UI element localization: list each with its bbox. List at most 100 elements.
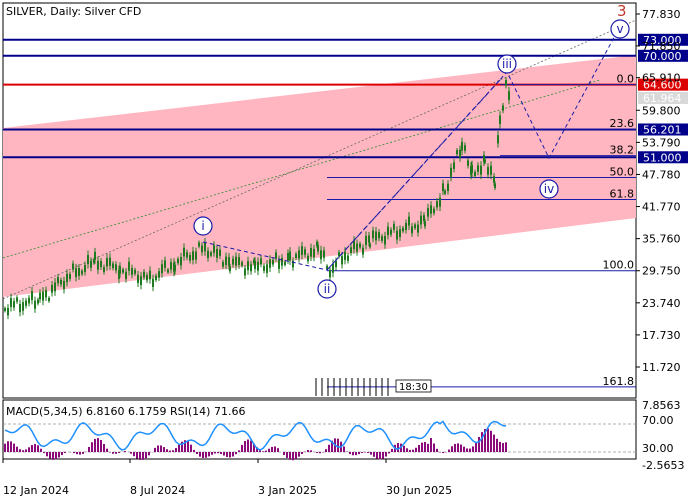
candle-body [109, 257, 111, 266]
wave-label-iv: iv [544, 182, 554, 196]
candle-body [25, 300, 27, 306]
trend-line-upper [2, 19, 637, 300]
level-tag-resistance-70 [638, 49, 688, 62]
candle-body [405, 222, 407, 231]
candle-body [195, 251, 197, 260]
candle-body [338, 252, 340, 257]
candle-body [28, 297, 30, 304]
candle-body [118, 269, 120, 279]
candle-body [125, 271, 127, 280]
candle-body [158, 271, 160, 278]
candle-body [72, 263, 74, 270]
candle-body [490, 165, 492, 175]
candle-body [347, 255, 349, 261]
candle-body [266, 264, 268, 273]
candle-body [313, 248, 315, 258]
level-tag-support-51 [638, 151, 688, 164]
candle-body [177, 258, 179, 264]
candle-body [228, 257, 230, 266]
candle-body [467, 160, 469, 166]
fib-label-23.6: 23.6 [610, 117, 635, 130]
candle-body [149, 270, 151, 280]
candle-body [287, 252, 289, 261]
indicator-axis-label: 70.00 [642, 414, 674, 427]
time-axis-label: 3 Jan 2025 [258, 484, 317, 497]
candle-body [189, 255, 191, 261]
candle-body [134, 269, 136, 274]
candle-body [122, 269, 124, 273]
candle-body [323, 250, 325, 258]
pink-channel [3, 55, 636, 297]
candle-body [106, 257, 108, 267]
candle-body [161, 264, 163, 274]
candle-body [201, 245, 203, 253]
candle-body [97, 260, 99, 270]
candle-body [427, 208, 429, 217]
candle-body [356, 243, 358, 252]
current-price-tag [638, 92, 688, 104]
candle-body [119, 266, 121, 274]
wave-marker-iv [539, 179, 559, 199]
candle-body [402, 227, 404, 232]
level-tag-resistance-73 [638, 33, 688, 46]
candle-body [292, 260, 294, 268]
candle-body [241, 262, 243, 266]
candle-body [257, 261, 259, 271]
candle-body [244, 268, 246, 276]
candle-body [216, 248, 218, 258]
level-tag-label: 70.000 [643, 50, 682, 63]
candle-body [396, 230, 398, 240]
candle-body [22, 302, 24, 311]
candle-body [204, 242, 206, 252]
candle-body [464, 145, 466, 151]
candle-body [164, 260, 166, 268]
candle-body [310, 247, 312, 257]
candle-body [399, 229, 401, 238]
candle-body [284, 261, 286, 265]
candle-body [16, 297, 18, 302]
price-tick-label: 23.740 [642, 297, 681, 310]
candle-body [502, 105, 504, 111]
price-tick-label: 59.800 [642, 104, 681, 117]
candle-body [341, 256, 343, 265]
candle-body [137, 274, 139, 283]
candle-body [34, 300, 36, 309]
candle-body [247, 261, 249, 271]
candle-body [263, 265, 265, 271]
candle-body [320, 250, 322, 260]
candle-body [439, 197, 441, 207]
candle-body [450, 167, 452, 177]
candle-body [353, 240, 355, 250]
candle-body [219, 249, 221, 256]
candle-body [499, 115, 501, 125]
price-tick-label: 65.910 [642, 72, 681, 85]
candle-body [281, 257, 283, 266]
candle-body [326, 265, 328, 269]
candle-body [493, 176, 495, 183]
candle-body [365, 235, 367, 245]
candle-body [344, 251, 346, 261]
candle-body [232, 258, 234, 265]
candle-body [424, 221, 426, 227]
fib-label-161.8: 161.8 [603, 375, 635, 388]
candle-body [260, 258, 262, 265]
price-tick-label: 41.770 [642, 201, 681, 214]
candle-body [335, 260, 337, 268]
candle-body [423, 215, 425, 222]
candle-body [115, 264, 117, 271]
candle-body [186, 252, 188, 258]
candle-body [362, 247, 364, 255]
candle-body [411, 226, 413, 234]
candle-body [167, 269, 169, 273]
candle-body [505, 79, 507, 86]
price-tick-label: 77.830 [642, 8, 681, 21]
level-tag-resistance-64-6 [638, 78, 688, 91]
wave-label-ii: ii [324, 282, 331, 296]
price-tick-label: 11.720 [642, 361, 681, 374]
candle-body [359, 243, 361, 248]
candle-body [317, 244, 319, 252]
candle-body [54, 282, 56, 292]
wave-label-iii: iii [502, 57, 512, 71]
candle-body [75, 268, 77, 278]
